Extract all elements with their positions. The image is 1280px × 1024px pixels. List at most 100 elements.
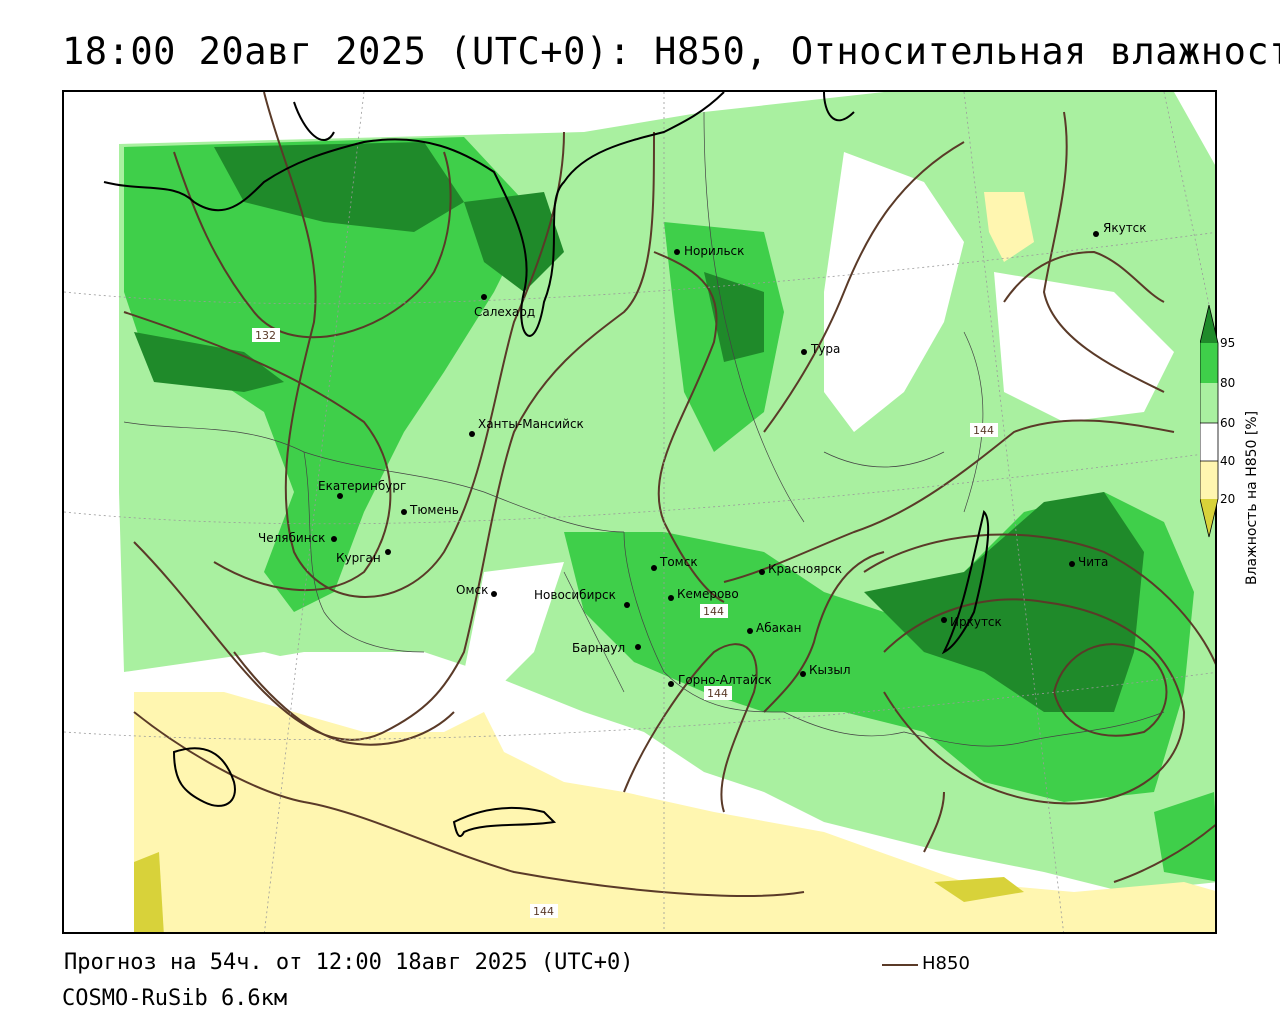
h850-contour xyxy=(1113,824,1215,883)
forecast-info: Прогноз на 54ч. от 12:00 18авг 2025 (UTC… xyxy=(64,950,634,975)
svg-text:Чита: Чита xyxy=(1078,555,1108,569)
humidity-area-20-40 xyxy=(134,692,1215,932)
colorbar-segment-80-95 xyxy=(1200,343,1218,383)
coastlines xyxy=(103,92,990,838)
lake-baikal xyxy=(941,510,990,655)
h850-contour xyxy=(1003,250,1165,303)
contour-label-text: 144 xyxy=(703,605,724,618)
city-yakutsk: Якутск xyxy=(1093,221,1147,237)
contour-label-text: 144 xyxy=(707,687,728,700)
svg-text:Барнаул: Барнаул xyxy=(572,641,625,655)
map-title: 18:00 20авг 2025 (UTC+0): H850, Относите… xyxy=(62,30,1280,73)
svg-text:Кемерово: Кемерово xyxy=(677,587,739,601)
svg-text:Екатеринбург: Екатеринбург xyxy=(318,479,406,493)
region-borders xyxy=(123,111,1165,747)
h850-contour xyxy=(1053,643,1168,737)
city-salekhard: Салехард xyxy=(474,294,535,319)
humidity-area-above-95 xyxy=(464,192,564,292)
humidity-area-above-95 xyxy=(134,332,284,392)
model-name: COSMO-RuSib 6.6км xyxy=(62,986,288,1011)
h850-contour xyxy=(923,791,945,853)
city-chita: Чита xyxy=(1069,555,1108,569)
svg-text:Абакан: Абакан xyxy=(756,621,801,635)
h850-contour xyxy=(763,551,885,713)
humidity-area-40-60 xyxy=(464,562,564,692)
humidity-area-20-40 xyxy=(984,192,1034,262)
humidity-area-80-95 xyxy=(1154,792,1215,882)
city-norilsk: Норильск xyxy=(674,244,744,258)
humidity-area-40-60 xyxy=(824,152,964,432)
svg-text:Курган: Курган xyxy=(336,551,381,565)
contour-label-144: 144 xyxy=(704,686,732,700)
city-abakan: Абакан xyxy=(747,621,801,635)
h850-contour xyxy=(883,598,1186,805)
svg-text:Салехард: Салехард xyxy=(474,305,535,319)
svg-text:Тюмень: Тюмень xyxy=(409,503,459,517)
svg-text:Новосибирск: Новосибирск xyxy=(534,588,616,602)
humidity-map: 132 144 144 144 144 Якутск Норильск Сале… xyxy=(64,92,1215,932)
city-kurgan: Курган xyxy=(336,549,391,565)
map-panel: 132 144 144 144 144 Якутск Норильск Сале… xyxy=(62,90,1217,934)
lake-balkhash xyxy=(452,806,557,838)
city-novosibirsk: Новосибирск xyxy=(534,588,630,608)
svg-text:Тура: Тура xyxy=(810,342,840,356)
city-kemerovo: Кемерово xyxy=(668,587,739,601)
svg-text:Томск: Томск xyxy=(659,555,698,569)
contour-label-text: 144 xyxy=(973,424,994,437)
humidity-area-below-20 xyxy=(934,877,1024,902)
city-yekaterinburg: Екатеринбург xyxy=(318,479,406,499)
h850-contour xyxy=(653,251,725,603)
h850-contour xyxy=(173,151,452,339)
svg-text:Норильск: Норильск xyxy=(684,244,744,258)
humidity-area-above-95 xyxy=(214,142,464,232)
svg-text:Челябинск: Челябинск xyxy=(258,531,325,545)
humidity-field-layer xyxy=(119,92,1215,932)
h850-contour xyxy=(133,711,805,897)
svg-text:Иркутск: Иркутск xyxy=(950,615,1002,629)
svg-text:Якутск: Якутск xyxy=(1103,221,1147,235)
city-tomsk: Томск xyxy=(651,555,698,571)
colorbar-tick-60: 60 xyxy=(1220,416,1235,430)
city-khanty-mansiysk: Ханты-Мансийск xyxy=(469,417,584,437)
humidity-area-above-95 xyxy=(704,272,764,362)
h850-contour xyxy=(1042,111,1165,393)
h850-contours xyxy=(123,92,1215,897)
h850-contour xyxy=(123,311,392,592)
h850-contour xyxy=(233,651,455,746)
contour-legend-swatch xyxy=(882,964,918,966)
humidity-area-above-95 xyxy=(864,492,1144,712)
humidity-area-80-95 xyxy=(124,137,534,612)
contour-label-132: 132 xyxy=(252,328,280,342)
city-chelyabinsk: Челябинск xyxy=(258,531,337,545)
humidity-area-below-20 xyxy=(134,852,164,932)
contour-legend-label: H850 xyxy=(922,953,970,974)
colorbar-tick-95: 95 xyxy=(1220,336,1235,350)
colorbar-tick-40: 40 xyxy=(1220,454,1235,468)
city-barnaul: Барнаул xyxy=(572,641,641,655)
svg-text:Омск: Омск xyxy=(456,583,488,597)
svg-text:Красноярск: Красноярск xyxy=(768,562,842,576)
contour-label-text: 144 xyxy=(533,905,554,918)
contour-label-144: 144 xyxy=(530,904,558,918)
city-omsk: Омск xyxy=(456,583,497,597)
city-krasnoyarsk: Красноярск xyxy=(759,562,842,576)
h850-contour xyxy=(723,419,1175,583)
h850-contour xyxy=(623,643,758,813)
city-tyumen: Тюмень xyxy=(401,503,459,517)
svg-text:Ханты-Мансийск: Ханты-Мансийск xyxy=(478,417,584,431)
contour-label-144: 144 xyxy=(700,604,728,618)
colorbar-segment-below-20 xyxy=(1200,499,1218,537)
humidity-colorbar: 95 80 60 40 20 xyxy=(1200,305,1235,538)
colorbar-segment-60-80 xyxy=(1200,383,1218,423)
city-kyzyl: Кызыл xyxy=(800,663,851,677)
h850-contour xyxy=(133,131,655,741)
contour-label-text: 132 xyxy=(255,329,276,342)
city-gorno-altaysk: Горно-Алтайск xyxy=(668,673,772,687)
h850-contour xyxy=(863,533,1215,665)
colorbar-segment-40-60 xyxy=(1200,423,1218,461)
city-irkutsk: Иркутск xyxy=(941,615,1002,629)
colorbar-tick-20: 20 xyxy=(1220,492,1235,506)
h850-contour xyxy=(763,141,965,433)
svg-text:Кызыл: Кызыл xyxy=(809,663,851,677)
colorbar-segment-above-95 xyxy=(1200,305,1218,343)
